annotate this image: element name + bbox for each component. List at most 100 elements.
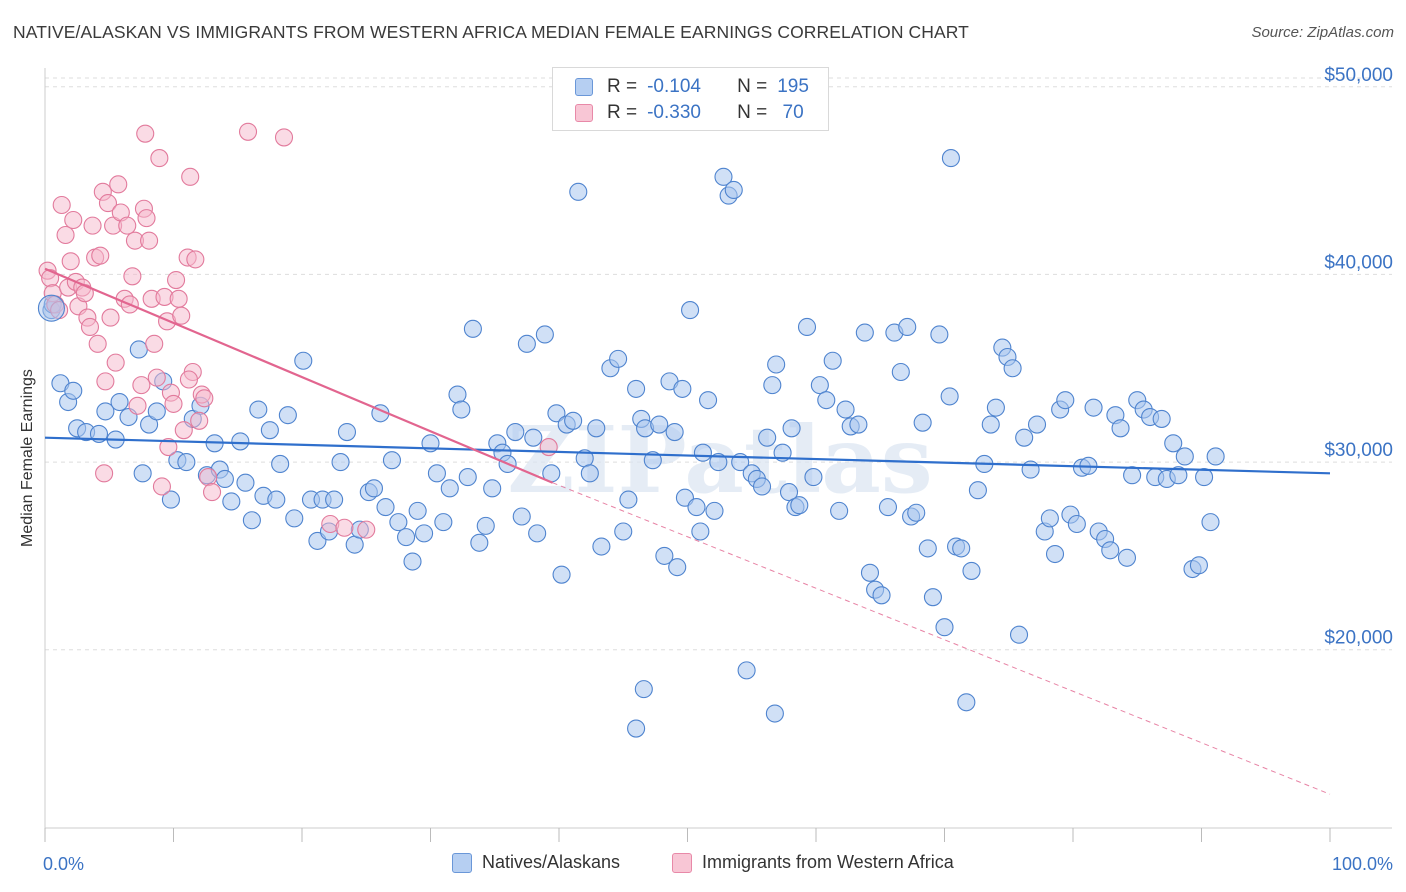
data-point-immigrants (195, 389, 214, 408)
data-point-natives (470, 533, 489, 552)
data-point-natives (1201, 513, 1220, 532)
data-point-immigrants (96, 372, 115, 391)
data-point-natives (517, 334, 536, 353)
data-point-natives (1040, 509, 1059, 528)
data-point-natives (673, 379, 692, 398)
data-point-natives (129, 340, 148, 359)
n-value: 195 (777, 76, 809, 97)
natives-trend-line (44, 436, 1331, 475)
data-point-immigrants (357, 520, 376, 539)
data-point-immigrants (61, 252, 80, 271)
data-point-immigrants (186, 250, 205, 269)
data-point-natives (1175, 447, 1194, 466)
data-point-natives (177, 453, 196, 472)
data-point-natives (655, 546, 674, 565)
data-point-natives (779, 483, 799, 502)
data-point-natives (325, 490, 344, 509)
data-point-immigrants (190, 411, 209, 430)
n-value: 70 (777, 102, 804, 123)
data-point-natives (665, 422, 684, 442)
data-point-immigrants (80, 317, 100, 337)
data-point-immigrants (52, 195, 71, 215)
data-point-natives (260, 421, 279, 440)
data-point-natives (1195, 468, 1214, 487)
data-point-natives (1015, 428, 1034, 447)
n-label: N = (737, 102, 768, 123)
data-point-natives (331, 453, 350, 472)
data-point-natives (923, 588, 942, 607)
data-point-natives (918, 539, 937, 558)
data-point-natives (448, 385, 467, 404)
data-point-natives (687, 498, 706, 517)
data-point-natives (898, 317, 917, 337)
data-point-natives (569, 182, 588, 201)
data-point-immigrants (88, 334, 107, 353)
data-point-natives (278, 406, 297, 425)
data-point-natives (524, 428, 543, 447)
data-point-natives (609, 349, 628, 368)
data-point-natives (528, 524, 547, 543)
x-tick-label: 0.0% (43, 854, 84, 874)
data-point-natives (476, 516, 495, 535)
legend-item-immigrants[interactable]: Immigrants from Western Africa (672, 852, 954, 873)
data-point-immigrants (159, 438, 178, 457)
data-point-natives (294, 351, 313, 370)
data-point-natives (968, 481, 987, 500)
data-point-immigrants (179, 370, 198, 389)
data-point-natives (452, 400, 471, 419)
data-point-immigrants (181, 167, 200, 186)
data-point-natives (1003, 359, 1022, 378)
data-point-natives (440, 479, 459, 498)
data-point-natives (285, 509, 304, 528)
data-point-natives (376, 498, 395, 517)
data-point-natives (147, 402, 166, 421)
data-point-natives (691, 522, 710, 541)
data-point-immigrants (56, 225, 75, 245)
data-point-immigrants (128, 396, 147, 415)
data-point-natives (463, 319, 482, 338)
data-point-natives (564, 411, 583, 430)
legend-item-natives[interactable]: Natives/Alaskans (452, 852, 620, 873)
data-point-natives (364, 479, 384, 498)
data-point-natives (627, 719, 646, 738)
r-value: -0.104 (647, 76, 701, 97)
data-point-natives (231, 432, 250, 451)
data-point-natives (397, 528, 416, 547)
data-point-natives (836, 400, 855, 419)
data-point-immigrants (274, 128, 294, 147)
data-point-immigrants (238, 122, 258, 141)
data-point-natives (758, 428, 777, 447)
data-point-natives (860, 563, 880, 582)
data-point-natives (415, 524, 434, 543)
r-label: R = (607, 102, 638, 123)
data-point-natives (580, 464, 599, 483)
data-point-natives (506, 422, 525, 442)
data-point-immigrants (136, 124, 155, 143)
data-point-natives (1056, 391, 1075, 410)
data-point-immigrants (203, 483, 222, 502)
data-point-immigrants (64, 210, 83, 230)
data-point-immigrants (91, 246, 110, 265)
data-point-natives (242, 511, 261, 530)
data-point-natives (765, 704, 784, 723)
x-tick-label: 100.0% (1332, 854, 1393, 874)
data-point-immigrants (109, 175, 128, 194)
data-point-natives (547, 404, 566, 423)
data-point-natives (1084, 398, 1103, 417)
data-point-natives (96, 402, 115, 421)
data-point-natives (337, 422, 357, 442)
data-point-immigrants (140, 231, 159, 250)
data-point-immigrants (172, 306, 191, 325)
data-point-natives (1123, 466, 1142, 485)
data-point-natives (1045, 544, 1065, 564)
y-tick-label: $20,000 (1324, 628, 1393, 649)
immigrants-trend-extension (552, 482, 1331, 795)
data-point-immigrants (41, 269, 60, 288)
data-point-natives (962, 561, 981, 580)
data-point-natives (592, 537, 611, 556)
data-point-natives (643, 451, 662, 470)
data-point-natives (161, 490, 180, 509)
data-point-natives (913, 413, 932, 432)
data-point-immigrants (95, 464, 114, 483)
